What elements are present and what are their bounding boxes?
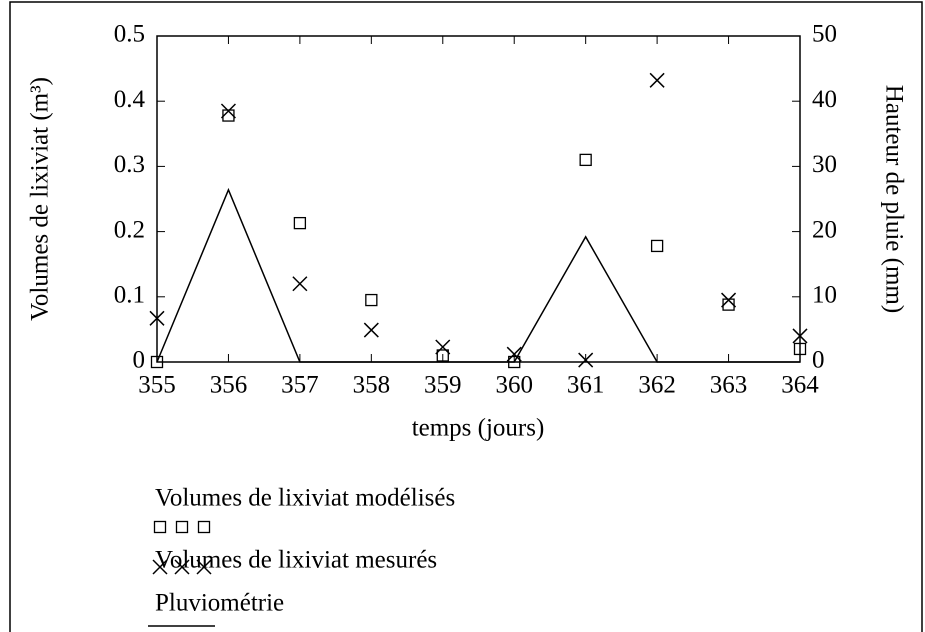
legend-symbol <box>153 520 167 534</box>
cross-marker <box>506 346 522 362</box>
square-marker <box>436 349 449 362</box>
rain-line <box>156 187 800 363</box>
cross-marker <box>435 339 451 355</box>
y2-tick-label: 10 <box>812 282 837 309</box>
square-marker <box>293 216 307 230</box>
x-tick-label: 360 <box>495 372 533 399</box>
square-marker <box>365 293 378 307</box>
plot-frame <box>156 35 801 363</box>
x-tick-label: 356 <box>210 372 248 399</box>
x-axis-label: temps (jours) <box>412 415 545 442</box>
y2-axis-label: Hauteur de pluie (mm) <box>880 85 907 313</box>
x-tick-label: 357 <box>281 372 319 399</box>
cross-marker <box>220 103 236 119</box>
y2-tick-label: 30 <box>812 151 837 178</box>
x-tick-label: 362 <box>638 372 676 399</box>
cross-marker <box>721 292 737 308</box>
y-axis-label: Volumes de lixiviat (m³) <box>27 77 54 321</box>
y-tick-label: 0.4 <box>114 86 146 113</box>
cross-marker <box>792 328 808 344</box>
x-tick-label: 359 <box>424 372 462 399</box>
square-marker <box>150 355 164 369</box>
y-tick-label: 0.3 <box>114 151 145 178</box>
y-tick-label: 0 <box>133 347 146 374</box>
legend-label: Pluviométrie <box>155 590 284 617</box>
y-tick-label: 0.5 <box>114 21 145 48</box>
x-tick-label: 358 <box>353 372 391 399</box>
y2-tick-label: 40 <box>812 86 837 113</box>
cross-marker <box>292 276 308 292</box>
y2-tick-label: 20 <box>812 216 837 243</box>
cross-marker <box>649 72 665 88</box>
y-tick-label: 0.1 <box>114 282 145 309</box>
x-tick-label: 364 <box>781 372 819 399</box>
legend-symbol <box>196 559 212 575</box>
cross-marker <box>363 322 379 338</box>
y-tick-label: 0.2 <box>114 216 145 243</box>
legend-symbol <box>175 520 189 534</box>
y2-tick-label: 0 <box>812 347 825 374</box>
square-marker <box>650 239 664 253</box>
legend-symbol <box>152 559 168 575</box>
cross-marker <box>578 352 594 368</box>
x-tick-label: 363 <box>710 372 748 399</box>
legend-symbol <box>197 520 211 534</box>
x-tick-label: 361 <box>567 372 605 399</box>
legend-symbol <box>174 559 190 575</box>
square-marker <box>579 153 592 167</box>
legend-label: Volumes de lixiviat modélisés <box>155 485 455 512</box>
square-marker <box>793 342 807 356</box>
cross-marker <box>149 310 165 326</box>
frame <box>9 1 923 632</box>
y2-tick-label: 50 <box>812 21 837 48</box>
x-tick-label: 355 <box>138 372 176 399</box>
